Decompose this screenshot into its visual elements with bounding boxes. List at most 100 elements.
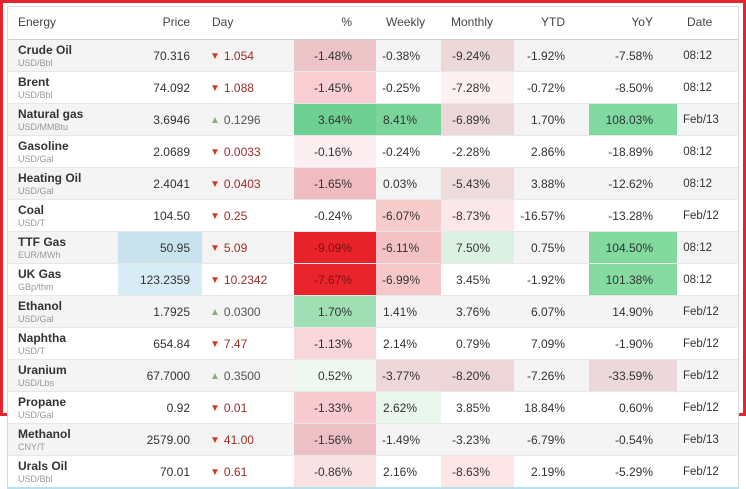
- monthly-cell: -8.73%: [441, 199, 514, 232]
- table-row-methanol[interactable]: Methanol CNY/T 2579.00 ▼ 41.00 -1.56% -1.…: [8, 423, 738, 456]
- commodity-name[interactable]: Uranium: [18, 362, 67, 377]
- energy-cell[interactable]: UK Gas GBp/thm: [8, 263, 118, 296]
- percent-cell: -1.33%: [294, 391, 376, 424]
- price-cell: 1.7925: [118, 295, 202, 328]
- weekly-cell: 2.62%: [376, 391, 441, 424]
- date-cell: 08:12: [677, 71, 738, 104]
- commodity-name[interactable]: Naphtha: [18, 330, 66, 345]
- triangle-down-icon: ▼: [210, 178, 220, 190]
- day-change-cell: ▼ 0.25: [202, 199, 294, 232]
- column-header-price[interactable]: Price: [118, 7, 202, 40]
- day-change-cell: ▼ 1.088: [202, 71, 294, 104]
- column-header-ytd[interactable]: YTD: [514, 7, 589, 40]
- price-cell: 654.84: [118, 327, 202, 360]
- commodity-name[interactable]: Coal: [18, 202, 45, 217]
- column-header-percent[interactable]: %: [294, 7, 376, 40]
- energy-cell[interactable]: Ethanol USD/Gal: [8, 295, 118, 328]
- monthly-cell: -2.28%: [441, 135, 514, 168]
- ytd-cell: 18.84%: [514, 391, 589, 424]
- ytd-cell: 3.88%: [514, 167, 589, 200]
- ytd-cell: -1.92%: [514, 263, 589, 296]
- commodity-unit: USD/Lbs: [18, 377, 55, 388]
- yoy-cell: -1.90%: [589, 327, 677, 360]
- triangle-up-icon: ▲: [210, 370, 220, 382]
- table-row-coal[interactable]: Coal USD/T 104.50 ▼ 0.25 -0.24% -6.07% -8…: [8, 199, 738, 232]
- ytd-cell: 0.75%: [514, 231, 589, 264]
- energy-cell[interactable]: Uranium USD/Lbs: [8, 359, 118, 392]
- energy-cell[interactable]: Crude Oil USD/Bbl: [8, 40, 118, 72]
- energy-cell[interactable]: TTF Gas EUR/MWh: [8, 231, 118, 264]
- column-header-monthly[interactable]: Monthly: [441, 7, 514, 40]
- commodity-name[interactable]: Natural gas: [18, 106, 84, 121]
- yoy-cell: 101.38%: [589, 263, 677, 296]
- day-change-value: 41.00: [223, 432, 254, 447]
- table-row-naphtha[interactable]: Naphtha USD/T 654.84 ▼ 7.47 -1.13% 2.14% …: [8, 327, 738, 360]
- commodity-name[interactable]: Gasoline: [18, 138, 69, 153]
- price-cell: 70.316: [153, 48, 190, 63]
- table-row-urals-oil[interactable]: Urals Oil USD/Bbl 70.01 ▼ 0.61 -0.86% 2.1…: [8, 455, 738, 487]
- monthly-cell: -5.43%: [441, 167, 514, 200]
- day-change-cell: ▼ 0.61: [202, 455, 294, 487]
- monthly-cell: -9.24%: [441, 39, 514, 72]
- day-change-value: 10.2342: [223, 272, 268, 287]
- energy-cell[interactable]: Naphtha USD/T: [8, 327, 118, 360]
- weekly-cell: -0.24%: [376, 135, 441, 168]
- column-header-energy[interactable]: Energy: [8, 7, 118, 40]
- table-row-propane[interactable]: Propane USD/Gal 0.92 ▼ 0.01 -1.33% 2.62% …: [8, 391, 738, 424]
- commodity-name[interactable]: Methanol: [18, 426, 71, 441]
- commodity-unit: EUR/MWh: [18, 249, 61, 260]
- commodity-name[interactable]: Propane: [18, 394, 67, 409]
- day-change-value: 0.0403: [223, 176, 261, 191]
- commodity-name[interactable]: TTF Gas: [18, 234, 67, 249]
- commodity-name[interactable]: Crude Oil: [18, 42, 73, 57]
- weekly-cell: -0.25%: [376, 71, 441, 104]
- day-change-value: 7.47: [223, 336, 248, 351]
- table-row-uranium[interactable]: Uranium USD/Lbs 67.7000 ▲ 0.3500 0.52% -3…: [8, 359, 738, 392]
- energy-cell[interactable]: Methanol CNY/T: [8, 423, 118, 456]
- commodity-unit: USD/Bbl: [18, 57, 53, 68]
- commodity-unit: USD/T: [18, 217, 45, 228]
- ytd-cell: 1.70%: [514, 103, 589, 136]
- commodity-unit: GBp/thm: [18, 281, 54, 292]
- energy-cell[interactable]: Heating Oil USD/Gal: [8, 167, 118, 200]
- triangle-down-icon: ▼: [210, 210, 220, 222]
- column-header-weekly[interactable]: Weekly: [376, 7, 441, 40]
- table-row-crude-oil[interactable]: Crude Oil USD/Bbl 70.316 ▼ 1.054 -1.48% -…: [8, 39, 738, 72]
- table-row-heating-oil[interactable]: Heating Oil USD/Gal 2.4041 ▼ 0.0403 -1.65…: [8, 167, 738, 200]
- ytd-cell: 2.19%: [514, 455, 589, 487]
- yoy-cell: -7.58%: [614, 48, 653, 63]
- triangle-down-icon: ▼: [210, 242, 220, 254]
- column-header-yoy[interactable]: YoY: [589, 7, 677, 40]
- table-row-gasoline[interactable]: Gasoline USD/Gal 2.0689 ▼ 0.0033 -0.16% -…: [8, 135, 738, 168]
- day-change-value: 1.054: [223, 48, 254, 63]
- percent-cell: -1.48%: [294, 39, 376, 72]
- percent-cell: -7.67%: [294, 263, 376, 296]
- table-row-natural-gas[interactable]: Natural gas USD/MMBtu 3.6946 ▲ 0.1296 3.6…: [8, 103, 738, 136]
- day-change-value: 0.01: [223, 400, 248, 415]
- energy-cell[interactable]: Gasoline USD/Gal: [8, 135, 118, 168]
- commodity-unit: USD/Gal: [18, 185, 54, 196]
- energy-cell[interactable]: Brent USD/Bbl: [8, 71, 118, 104]
- triangle-down-icon: ▼: [210, 146, 220, 158]
- column-header-day[interactable]: Day: [202, 7, 294, 40]
- commodity-name[interactable]: Heating Oil: [18, 170, 82, 185]
- yoy-cell: -0.54%: [589, 423, 677, 456]
- energy-cell[interactable]: Natural gas USD/MMBtu: [8, 103, 118, 136]
- table-row-ethanol[interactable]: Ethanol USD/Gal 1.7925 ▲ 0.0300 1.70% 1.4…: [8, 295, 738, 328]
- date-cell: Feb/13: [677, 423, 738, 456]
- commodity-name[interactable]: Ethanol: [18, 298, 62, 313]
- column-header-date[interactable]: Date: [677, 7, 738, 40]
- table-row-uk-gas[interactable]: UK Gas GBp/thm 123.2359 ▼ 10.2342 -7.67% …: [8, 263, 738, 296]
- table-row-brent[interactable]: Brent USD/Bbl 74.092 ▼ 1.088 -1.45% -0.25…: [8, 71, 738, 104]
- commodity-name[interactable]: Brent: [18, 74, 50, 89]
- table-row-ttf-gas[interactable]: TTF Gas EUR/MWh 50.95 ▼ 5.09 -9.09% -6.11…: [8, 231, 738, 264]
- energy-cell[interactable]: Coal USD/T: [8, 199, 118, 232]
- energy-cell[interactable]: Propane USD/Gal: [8, 391, 118, 424]
- weekly-cell: -6.99%: [376, 263, 441, 296]
- price-cell: 123.2359: [118, 263, 202, 296]
- day-change-cell: ▲ 0.1296: [202, 103, 294, 136]
- commodity-name[interactable]: Urals Oil: [18, 458, 68, 473]
- energy-cell[interactable]: Urals Oil USD/Bbl: [8, 455, 118, 487]
- triangle-down-icon: ▼: [210, 402, 220, 414]
- commodity-name[interactable]: UK Gas: [18, 266, 62, 281]
